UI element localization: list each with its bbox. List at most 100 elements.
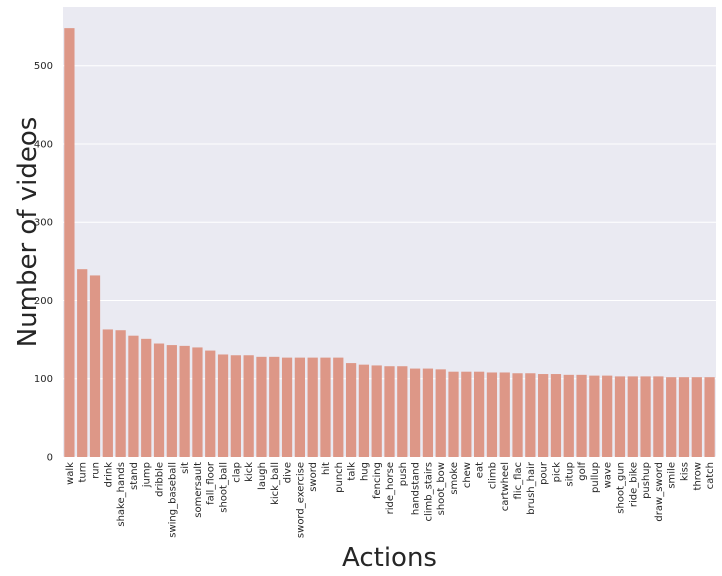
x-tick-label: throw	[692, 462, 703, 490]
bar-catch	[704, 377, 715, 457]
bar-situp	[563, 374, 574, 457]
bar-kick_ball	[269, 356, 280, 457]
x-tick-label: chew	[462, 462, 473, 488]
x-tick-labels: walk turn run drink shake_hands stand jump drib…	[65, 461, 716, 538]
y-tick-label: 500	[34, 61, 53, 72]
bar-pick	[550, 374, 562, 457]
x-tick-label: sword	[308, 462, 319, 492]
x-tick-label: cartwheel	[500, 462, 511, 511]
y-axis-title: Number of videos	[13, 117, 43, 348]
x-tick-label: golf	[577, 462, 588, 481]
bar-sit	[179, 345, 190, 457]
bar-shoot_gun	[614, 376, 626, 457]
bar-fencing	[371, 365, 382, 457]
bar-drink	[102, 329, 113, 457]
x-tick-label: handstand	[411, 462, 422, 515]
bar-climb	[486, 372, 498, 457]
bar-smile	[666, 377, 677, 457]
x-tick-label: somersault	[193, 462, 204, 518]
bar-talk	[345, 363, 357, 457]
y-tick-labels: 0 100 200 300 400 500	[34, 61, 53, 463]
x-tick-label: drink	[103, 462, 114, 488]
x-tick-label: ride_horse	[385, 462, 396, 514]
x-tick-label: stand	[129, 462, 140, 490]
bar-push	[397, 366, 408, 457]
bar-shoot_ball	[217, 354, 229, 457]
bar-eat	[474, 371, 485, 457]
bar-clap	[230, 355, 241, 457]
bar-hit	[320, 357, 331, 457]
x-tick-label: ride_bike	[628, 462, 639, 507]
bar-wave	[602, 375, 613, 457]
x-tick-label: turn	[78, 462, 89, 483]
bar-throw	[691, 377, 702, 457]
x-tick-label: climb_stairs	[423, 462, 434, 522]
x-tick-label: shoot_gun	[615, 462, 626, 514]
bar-shoot_bow	[435, 369, 446, 457]
bar-draw_sword	[653, 376, 664, 457]
y-tick-label: 200	[34, 296, 53, 307]
x-tick-label: run	[91, 462, 102, 479]
x-tick-label: sit	[180, 462, 191, 474]
bar-pour	[538, 374, 549, 457]
x-tick-label: catch	[705, 462, 716, 489]
x-tick-label: pushup	[641, 462, 652, 499]
bar-flic_flac	[512, 373, 523, 457]
x-tick-label: hug	[359, 462, 370, 481]
bar-handstand	[409, 368, 421, 457]
bar-sword_exercise	[294, 357, 305, 457]
x-tick-label: shoot_bow	[436, 462, 447, 515]
x-tick-label: kick	[244, 462, 255, 482]
x-axis-title: Actions	[342, 543, 437, 573]
x-tick-label: clap	[231, 462, 242, 483]
x-tick-label: punch	[334, 462, 345, 493]
bar-kiss	[678, 377, 690, 457]
y-tick-label: 0	[47, 453, 53, 464]
bar-walk	[64, 28, 75, 458]
x-tick-label: talk	[347, 462, 358, 481]
bar-fall_floor	[205, 350, 216, 457]
x-tick-label: shoot_ball	[219, 462, 230, 513]
bar-swing_baseball	[166, 345, 177, 457]
x-tick-label: situp	[564, 462, 575, 487]
x-tick-label: kick_ball	[270, 462, 281, 505]
x-tick-label: pullup	[590, 462, 601, 493]
y-tick-label: 100	[34, 374, 53, 385]
bar-pushup	[640, 376, 651, 457]
x-tick-label: eat	[475, 462, 486, 478]
x-tick-label: dribble	[155, 462, 166, 497]
x-tick-label: climb	[487, 462, 498, 489]
bar-jump	[141, 338, 152, 457]
x-tick-label: sword_exercise	[295, 462, 306, 538]
x-tick-label: flic_flac	[513, 462, 524, 500]
bar-turn	[77, 269, 88, 457]
x-tick-label: jump	[142, 462, 153, 488]
x-tick-label: laugh	[257, 462, 268, 490]
y-tick-label: 300	[34, 218, 53, 229]
y-tick-label: 400	[34, 139, 53, 150]
bar-brush_hair	[525, 373, 536, 457]
bar-punch	[333, 357, 344, 457]
bar-climb_stairs	[422, 368, 434, 457]
bar-pullup	[589, 375, 600, 457]
x-tick-label: draw_sword	[654, 462, 665, 522]
x-tick-label: wave	[603, 462, 614, 488]
x-tick-label: smoke	[449, 462, 460, 495]
bar-ride_horse	[384, 366, 395, 457]
x-tick-label: dive	[283, 462, 294, 483]
bars	[64, 28, 715, 458]
bar-kick	[243, 355, 254, 457]
bar-dive	[281, 357, 293, 457]
bar-smoke	[448, 371, 459, 457]
x-tick-label: push	[398, 462, 409, 486]
x-tick-label: hit	[321, 462, 332, 475]
x-tick-label: brush_hair	[526, 461, 537, 515]
bar-somersault	[192, 347, 203, 457]
x-tick-label: fencing	[372, 462, 383, 499]
x-tick-label: kiss	[679, 462, 690, 481]
x-tick-label: smile	[667, 462, 678, 489]
bar-run	[89, 275, 101, 457]
x-tick-label: shake_hands	[116, 462, 127, 527]
bar-stand	[128, 335, 139, 457]
